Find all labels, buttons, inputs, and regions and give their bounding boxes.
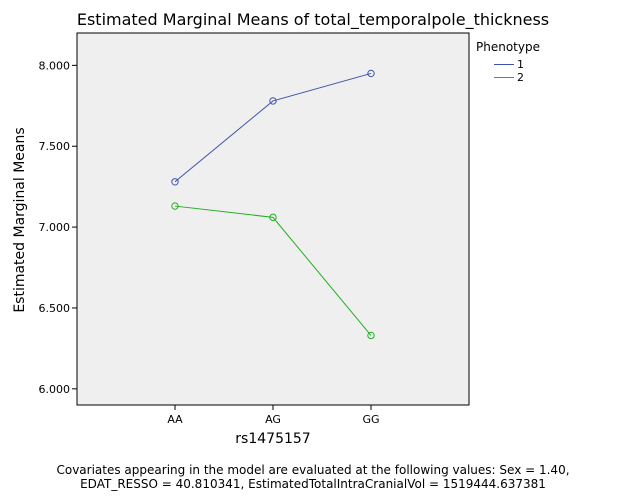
legend-title: Phenotype <box>476 40 540 54</box>
data-point <box>269 97 277 105</box>
y-tick-label: 6.500 <box>39 302 71 315</box>
data-point <box>367 331 375 340</box>
series-line-2 <box>174 205 372 336</box>
x-axis-label: rs1475157 <box>235 431 311 447</box>
y-tick-label: 7.500 <box>39 140 71 153</box>
data-point <box>269 213 277 222</box>
data-point <box>171 178 179 186</box>
chart-title: Estimated Marginal Means of total_tempor… <box>76 10 550 29</box>
legend-swatch-1 <box>494 64 514 65</box>
legend-swatch-2 <box>494 77 514 78</box>
legend-label-2: 2 <box>517 71 524 84</box>
x-tick-label: AG <box>265 413 281 426</box>
footnote-line-2: EDAT_RESSO = 40.810341, EstimatedTotalIn… <box>80 477 546 491</box>
data-point <box>367 69 375 78</box>
x-tick-label: AA <box>167 413 183 426</box>
y-tick-label: 8.000 <box>39 59 71 72</box>
legend-item-1: 1 <box>494 58 524 71</box>
footnote-line-1: Covariates appearing in the model are ev… <box>56 463 570 477</box>
y-axis-label: Estimated Marginal Means <box>12 127 28 313</box>
y-tick-label: 6.000 <box>39 383 71 396</box>
series-line-1 <box>174 72 372 183</box>
y-tick-label: 7.000 <box>39 221 71 234</box>
legend-item-2: 2 <box>494 71 524 84</box>
covariates-footnote: Covariates appearing in the model are ev… <box>0 463 626 491</box>
x-tick-label: GG <box>362 413 379 426</box>
legend-label-1: 1 <box>517 58 524 71</box>
data-point <box>171 202 179 210</box>
plot-area <box>76 32 470 406</box>
